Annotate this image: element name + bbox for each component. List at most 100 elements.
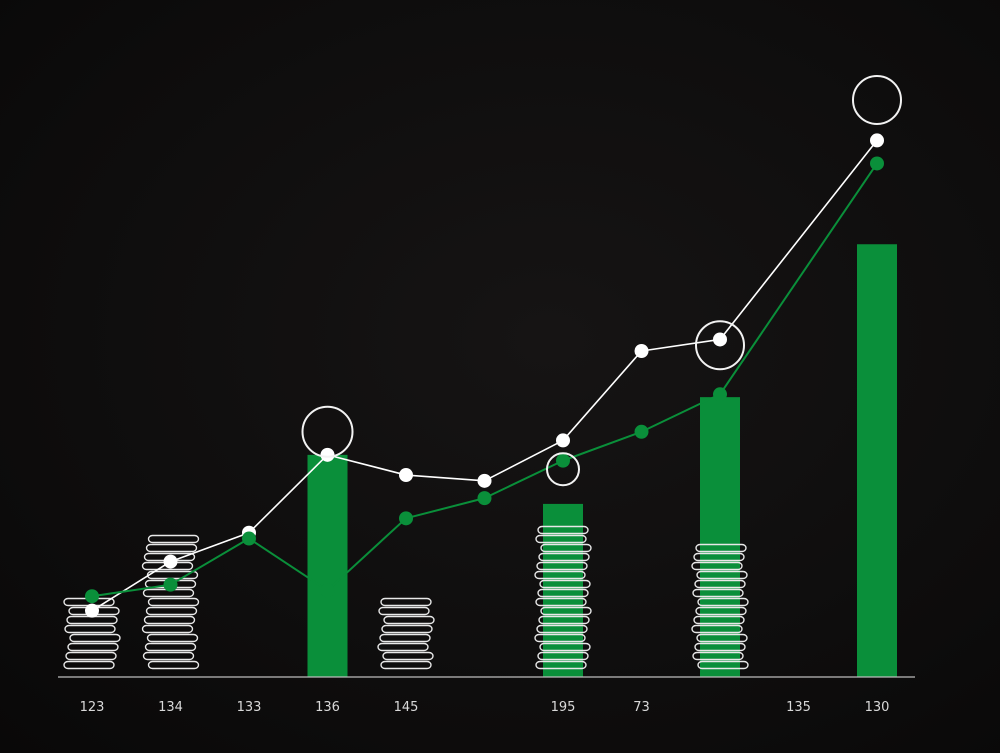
ring-accent-2 <box>695 320 745 371</box>
coin-stack-6 <box>534 525 592 670</box>
x-tick-label-1: 134 <box>158 700 183 715</box>
series-1-point-7 <box>634 424 649 439</box>
bar-3 <box>307 454 348 677</box>
x-tick-label-7: 73 <box>633 700 650 715</box>
coin-8-7 <box>697 597 749 607</box>
coin-0-1 <box>65 651 117 661</box>
coin-6-1 <box>537 651 589 661</box>
coin-8-8 <box>692 588 744 598</box>
series-0-point-0 <box>85 603 99 618</box>
coin-6-10 <box>534 570 586 580</box>
series-1-point-0 <box>85 589 99 604</box>
series-1-point-5 <box>477 491 492 506</box>
coin-stack-4 <box>377 597 435 670</box>
coin-8-0 <box>697 660 749 670</box>
coin-6-8 <box>537 588 589 598</box>
coin-6-13 <box>540 543 592 553</box>
bars-layer <box>307 244 897 677</box>
series-0-line <box>91 139 878 612</box>
coin-1-5 <box>143 615 196 625</box>
coin-0-3 <box>69 633 121 643</box>
coin-1-0 <box>147 660 200 670</box>
series-0-point-5 <box>477 473 492 488</box>
coin-stacks-layer <box>63 525 749 670</box>
series-1-point-1 <box>163 577 178 592</box>
x-tick-label-9: 135 <box>786 700 811 715</box>
coin-8-5 <box>693 615 745 625</box>
series-1-point-8 <box>713 387 727 402</box>
coin-4-0 <box>380 660 432 670</box>
x-tick-label-10: 130 <box>865 700 890 715</box>
x-tick-labels-layer: 123 134 133 136 145 195 73 135 130 <box>80 700 890 715</box>
coin-6-15 <box>537 525 589 535</box>
coin-1-1 <box>142 651 195 661</box>
coin-8-9 <box>694 579 746 589</box>
coin-0-4 <box>64 624 116 634</box>
series-0-point-4 <box>399 468 413 483</box>
coin-8-13 <box>695 543 747 553</box>
x-tick-label-4: 145 <box>394 700 419 715</box>
series-0-point-7 <box>634 343 649 358</box>
coin-4-4 <box>381 624 433 634</box>
bar-6 <box>543 503 583 677</box>
coin-1-4 <box>141 624 194 634</box>
coin-4-7 <box>380 597 432 607</box>
coin-8-6 <box>695 606 747 616</box>
series-1-point-4 <box>399 511 413 526</box>
series-0-point-8 <box>713 332 727 347</box>
coin-6-0 <box>535 660 587 670</box>
coin-4-5 <box>383 615 435 625</box>
x-tick-label-3: 136 <box>315 700 340 715</box>
coin-4-2 <box>377 642 429 652</box>
series-lines-layer <box>85 75 902 618</box>
coin-4-3 <box>379 633 431 643</box>
coin-8-12 <box>693 552 745 562</box>
coin-6-7 <box>535 597 587 607</box>
coin-4-6 <box>378 606 430 616</box>
ring-accent-0 <box>301 405 354 458</box>
coin-6-4 <box>536 624 588 634</box>
x-tick-label-6: 195 <box>551 700 576 715</box>
coin-6-2 <box>539 642 591 652</box>
series-1-point-6 <box>556 453 570 468</box>
coin-8-1 <box>692 651 744 661</box>
coin-6-6 <box>540 606 592 616</box>
bar-8 <box>700 397 740 677</box>
x-tick-label-2: 133 <box>237 700 262 715</box>
series-1-line <box>91 162 878 598</box>
series-1-point-3 <box>320 583 335 598</box>
coin-6-3 <box>534 633 586 643</box>
series-1-point-2 <box>242 531 256 546</box>
coin-4-1 <box>382 651 434 661</box>
ring-accent-1 <box>546 452 580 487</box>
coin-8-11 <box>691 561 743 571</box>
series-0-point-1 <box>163 554 178 569</box>
coin-6-5 <box>538 615 590 625</box>
coin-1-6 <box>145 606 198 616</box>
series-1-point-9 <box>870 156 884 171</box>
coin-stack-1 <box>141 534 200 670</box>
coin-8-4 <box>691 624 743 634</box>
coin-1-7 <box>147 597 200 607</box>
coin-8-3 <box>696 633 748 643</box>
coin-8-2 <box>694 642 746 652</box>
coin-6-14 <box>535 534 587 544</box>
x-tick-label-0: 123 <box>80 700 105 715</box>
coin-stack-8 <box>691 543 749 670</box>
ring-accent-3 <box>852 75 902 125</box>
series-0-point-6 <box>556 433 570 448</box>
coin-1-13 <box>145 543 198 553</box>
coin-0-0 <box>63 660 115 670</box>
series-0-point-9 <box>870 133 884 148</box>
coin-6-9 <box>539 579 591 589</box>
coin-1-2 <box>144 642 197 652</box>
coin-0-2 <box>67 642 119 652</box>
coin-6-12 <box>538 552 590 562</box>
bar-10 <box>857 244 897 677</box>
coin-1-14 <box>147 534 200 544</box>
coin-6-11 <box>536 561 588 571</box>
coin-1-3 <box>146 633 199 643</box>
coin-8-10 <box>696 570 748 580</box>
